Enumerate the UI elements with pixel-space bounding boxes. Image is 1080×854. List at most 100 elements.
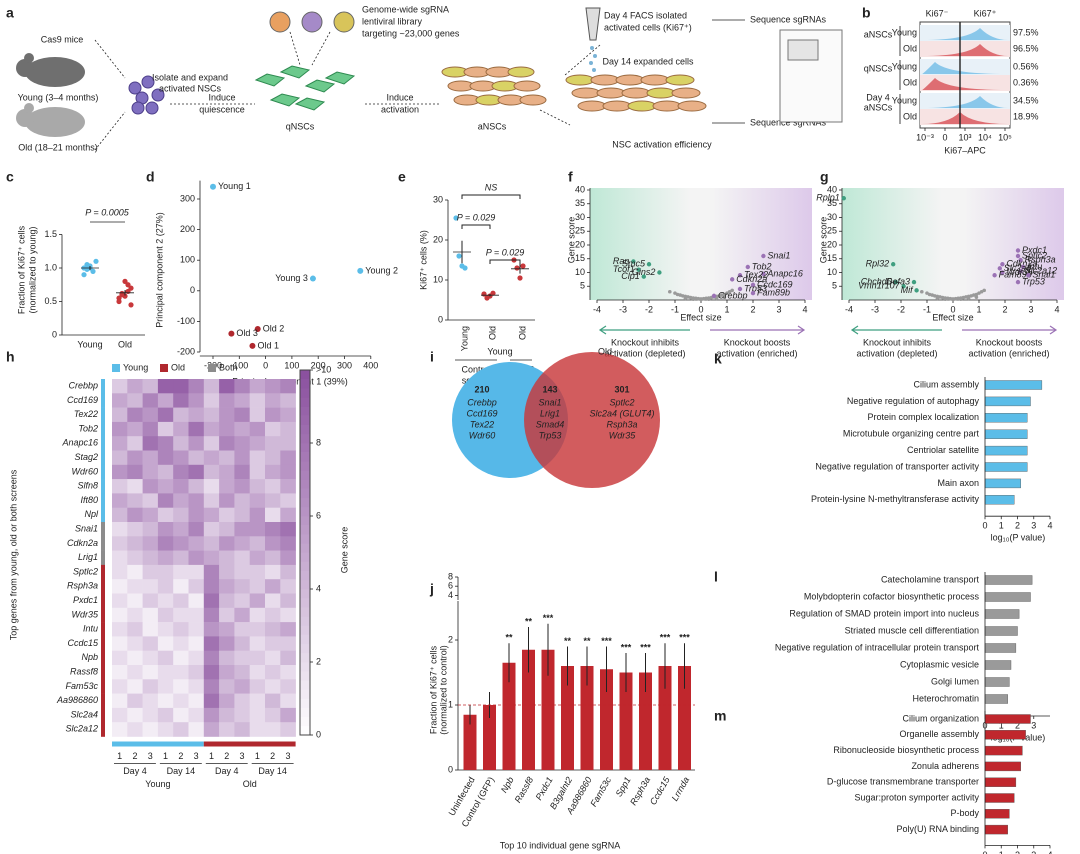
heat-cell (157, 493, 174, 508)
column-label: 2 (224, 751, 229, 761)
y-tick-label: 0 (190, 285, 195, 295)
legend-label: Young (123, 362, 148, 372)
heat-cell (142, 393, 159, 408)
gene-point (951, 297, 955, 302)
heat-cell (142, 464, 159, 480)
heat-cell (219, 393, 235, 408)
x-tick-label: 3 (1031, 720, 1036, 730)
column-label: 2 (270, 751, 275, 761)
point (254, 326, 261, 333)
gene: Wdr35 (609, 430, 637, 440)
gene-label: Tex22 (74, 409, 98, 419)
bar (984, 462, 1028, 472)
colorbar-step (300, 388, 310, 398)
group-bar (101, 493, 105, 508)
heat-cell (219, 421, 235, 437)
y-tick-label: 15 (827, 253, 837, 263)
bar (984, 714, 1031, 724)
bar (522, 649, 535, 770)
count: 210 (474, 384, 489, 394)
heat-cell (188, 507, 205, 523)
colorbar-step (300, 652, 310, 663)
heat-cell (112, 650, 128, 666)
heat-cell (127, 379, 143, 394)
heat-cell (173, 607, 189, 623)
heat-cell (157, 607, 174, 623)
bar (984, 429, 1028, 439)
colorbar-step (300, 579, 310, 590)
p-value: NS (485, 182, 498, 192)
heat-cell (142, 607, 159, 623)
x-tick-label: Npb (499, 775, 516, 794)
heat-cell (203, 464, 220, 480)
dash (289, 31, 301, 66)
heat-cell (142, 479, 159, 494)
drop (592, 68, 596, 72)
label: Ki67⁺ (974, 8, 997, 18)
day-label: Day 4 (123, 766, 147, 776)
column-label: 3 (194, 751, 199, 761)
venn-old (524, 352, 660, 488)
heat-cell (188, 550, 205, 566)
heat-cell (280, 722, 296, 737)
axis-label: Ki67–APC (944, 145, 986, 155)
label: NSC activation efficiency (612, 139, 712, 149)
gene-point (966, 296, 971, 301)
heat-cell (142, 650, 159, 666)
colorbar-step (300, 506, 310, 517)
gene-point (730, 277, 735, 282)
x-tick-label: 1 (999, 720, 1004, 730)
bar (502, 662, 516, 770)
heat-cell (188, 650, 205, 666)
gene-label: Ran (613, 256, 630, 266)
heat-cell (265, 493, 281, 508)
panel-letter: e (398, 169, 406, 185)
heat-cell (219, 722, 235, 737)
gene-point (974, 295, 979, 300)
heat-cell (203, 536, 220, 551)
heat-cell (219, 450, 235, 466)
gene-label: Clp1 (621, 271, 640, 281)
heat-cell (142, 693, 159, 709)
count: 301 (614, 384, 629, 394)
gene-point (657, 270, 662, 275)
heat-cell (142, 707, 159, 723)
heat-cell (203, 436, 220, 451)
heat-cell (265, 507, 281, 523)
heat-cell (265, 607, 281, 623)
gene-label: Wdr35 (1006, 267, 1034, 277)
gene-label: Rsph3a (1025, 255, 1056, 265)
heat-cell (280, 579, 296, 594)
heat-cell (188, 407, 205, 423)
category-label: Molybdopterin cofactor biosynthetic proc… (804, 591, 980, 601)
legend-label: Both (219, 362, 238, 372)
label: qNSCs (864, 63, 893, 73)
group-bar (101, 536, 105, 551)
row-label: Young (892, 61, 917, 71)
heat-cell (234, 393, 250, 408)
y-tick-label: 30 (575, 212, 585, 222)
mouse-head (16, 109, 34, 127)
gene-point (1015, 279, 1021, 285)
label: activation (depleted) (604, 348, 685, 358)
colorbar-label: 8 (316, 437, 321, 447)
heat-cell (265, 564, 281, 580)
x-tick-label: 10⁵ (998, 132, 1012, 142)
x-tick-label: 0 (263, 360, 268, 370)
heat-cell (203, 407, 220, 423)
heat-cell (127, 464, 143, 480)
ansc (590, 74, 620, 86)
axis-label: Ki67⁺ cells (%) (418, 230, 428, 290)
count: 143 (542, 384, 557, 394)
heat-cell (203, 665, 220, 680)
heat-cell (280, 536, 296, 551)
point-label: Old 3 (236, 328, 258, 338)
heat-cell (234, 693, 250, 709)
ansc (519, 94, 547, 106)
gene-point (750, 282, 756, 288)
percent: 96.5% (1013, 43, 1039, 53)
heat-cell (157, 636, 174, 651)
gene-label: Slfn8 (77, 481, 98, 491)
x-tick-label: 0 (982, 850, 987, 854)
heat-cell (142, 379, 159, 394)
